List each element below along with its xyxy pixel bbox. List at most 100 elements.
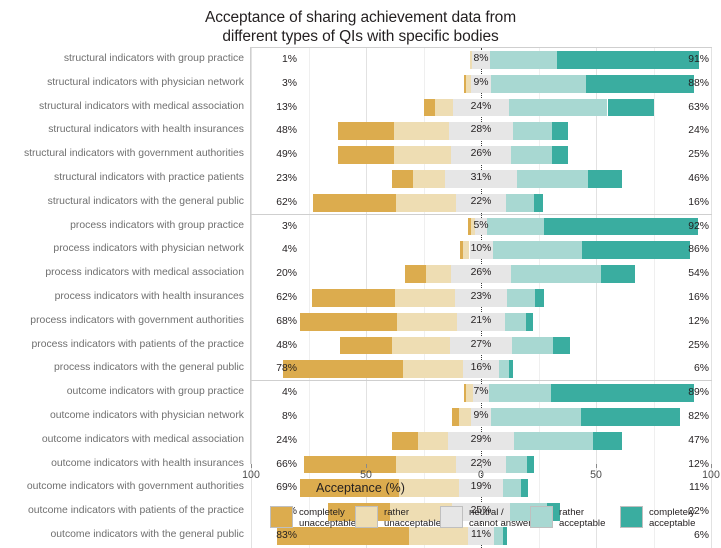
negative-total-label: 24% <box>276 434 297 446</box>
stacked-bar <box>251 146 711 164</box>
stacked-bar <box>251 169 711 188</box>
stacked-bar <box>251 336 711 355</box>
stacked-bar <box>251 384 711 402</box>
seg-neutral <box>471 51 491 69</box>
seg-completely-acceptable <box>551 384 694 402</box>
y-axis-category-label: structural indicators with health insura… <box>48 124 244 136</box>
title-line-2: different types of QIs with specific bod… <box>222 28 499 45</box>
y-axis-category-label: outcome indicators with group practice <box>66 386 244 398</box>
neutral-value-label: 7% <box>473 386 489 398</box>
chart-bar-row: 16% <box>251 357 711 381</box>
chart-bar-row: 29% <box>251 429 711 453</box>
positive-total-label: 46% <box>688 172 709 184</box>
seg-rather-acceptable <box>510 146 553 164</box>
y-axis-category-label: structural indicators with the general p… <box>47 195 244 207</box>
legend-label-completely-acceptable: completely acceptable <box>649 507 696 530</box>
chart-bar-row: 9% <box>251 405 711 429</box>
seg-rather-unacceptable <box>462 241 470 260</box>
legend-swatch-neutral-cannot-answer <box>440 506 463 528</box>
seg-neutral <box>455 455 507 474</box>
y-axis-category-label: outcome indicators with medical associat… <box>41 433 244 445</box>
chart-bar-row: 31% <box>251 167 711 191</box>
y-axis-category-label: process indicators with government autho… <box>30 314 244 326</box>
seg-neutral <box>452 503 510 521</box>
neutral-value-label: 26% <box>470 267 492 279</box>
seg-neutral <box>468 526 494 545</box>
neutral-value-label: 8% <box>473 53 489 64</box>
x-axis-tick <box>251 464 252 468</box>
neutral-value-label: 24% <box>470 100 492 112</box>
neutral-value-label: 11% <box>470 528 492 540</box>
negative-total-label: 1% <box>281 54 297 65</box>
negative-total-label: 66% <box>276 458 297 470</box>
seg-rather-unacceptable <box>408 526 469 545</box>
chart-bar-row: 5% <box>251 215 711 239</box>
positive-total-label: 25% <box>688 339 709 351</box>
negative-total-label: 3% <box>281 77 297 89</box>
x-axis-tick-label: 0 <box>478 469 484 481</box>
seg-rather-acceptable <box>513 122 553 141</box>
legend-label-rather-acceptable: rather acceptable <box>559 507 606 530</box>
y-axis-category-label: outcome indicators with patients of the … <box>27 505 244 517</box>
seg-rather-unacceptable <box>469 51 472 69</box>
y-axis-category-label: structural indicators with physician net… <box>47 76 244 88</box>
y-axis-category-label: process indicators with health insurance… <box>54 290 244 302</box>
y-axis-category-label: structural indicators with practice pati… <box>54 171 244 183</box>
neutral-value-label: 10% <box>470 243 492 255</box>
neutral-value-label: 22% <box>470 195 492 207</box>
stacked-bar <box>251 51 711 69</box>
negative-total-label: 69% <box>276 482 297 494</box>
chart-bar-row: 22% <box>251 453 711 477</box>
y-axis-category-label: outcome indicators with government autho… <box>26 481 244 493</box>
seg-completely-acceptable <box>535 288 545 307</box>
seg-rather-unacceptable <box>402 360 463 379</box>
stacked-bar <box>251 98 711 117</box>
chart-bar-row: 23% <box>251 286 711 310</box>
seg-rather-unacceptable <box>392 336 450 355</box>
positive-total-label: 89% <box>688 387 709 399</box>
stacked-bar <box>251 241 711 260</box>
positive-total-label: 86% <box>688 244 709 256</box>
stacked-bar <box>251 312 711 331</box>
seg-rather-unacceptable <box>417 431 448 450</box>
stacked-bar <box>251 265 711 283</box>
seg-completely-unacceptable <box>339 336 393 355</box>
neutral-value-label: 16% <box>470 362 492 374</box>
chart-bar-row: 10% <box>251 238 711 262</box>
seg-completely-acceptable <box>552 146 569 164</box>
chart-panel-process: 5% 10% 26% 23% 21% 27% 16% <box>251 214 712 382</box>
seg-rather-acceptable <box>507 288 536 307</box>
stacked-bar <box>251 122 711 141</box>
y-axis-category-label: outcome indicators with the general publ… <box>50 528 245 540</box>
seg-rather-unacceptable <box>466 384 473 402</box>
x-axis-tick <box>596 464 597 468</box>
seg-completely-acceptable <box>525 312 533 331</box>
negative-total-label: 62% <box>276 291 297 303</box>
chart-plot-area: 8% 9% 24% 28% 26% 31% 22% 5% 10% 26% 23% 21% 27% 16% 7… <box>250 47 712 548</box>
title-line-1: Acceptance of sharing achievement data f… <box>204 9 517 26</box>
y-axis-category-label: structural indicators with medical assoc… <box>38 100 244 112</box>
seg-completely-acceptable <box>521 479 529 498</box>
stacked-bar <box>251 193 711 212</box>
seg-completely-unacceptable <box>338 122 394 141</box>
y-axis-category-label: structural indicators with group practic… <box>63 53 244 64</box>
chart-legend: completely unacceptable rather unacceptable… <box>0 503 721 542</box>
chart-panel-structural: 8% 9% 24% 28% 26% 31% 22% <box>251 48 712 215</box>
positive-total-label: 22% <box>688 506 709 518</box>
seg-rather-unacceptable <box>466 74 471 93</box>
seg-completely-acceptable <box>592 431 623 450</box>
positive-total-label: 11% <box>688 482 709 494</box>
seg-neutral <box>447 431 515 450</box>
seg-completely-unacceptable <box>452 407 460 426</box>
neutral-value-label: 9% <box>473 76 489 88</box>
y-axis-category-label: process indicators with medical associat… <box>45 267 244 279</box>
neutral-value-label: 26% <box>470 148 492 160</box>
positive-total-label: 82% <box>688 410 709 422</box>
stacked-bar <box>251 288 711 307</box>
stacked-bar <box>251 407 711 426</box>
stacked-bar <box>251 217 711 236</box>
seg-neutral <box>454 288 508 307</box>
seg-rather-unacceptable <box>459 407 471 426</box>
legend-swatch-rather-unacceptable <box>355 506 378 528</box>
chart-bar-row: 27% <box>251 334 711 358</box>
